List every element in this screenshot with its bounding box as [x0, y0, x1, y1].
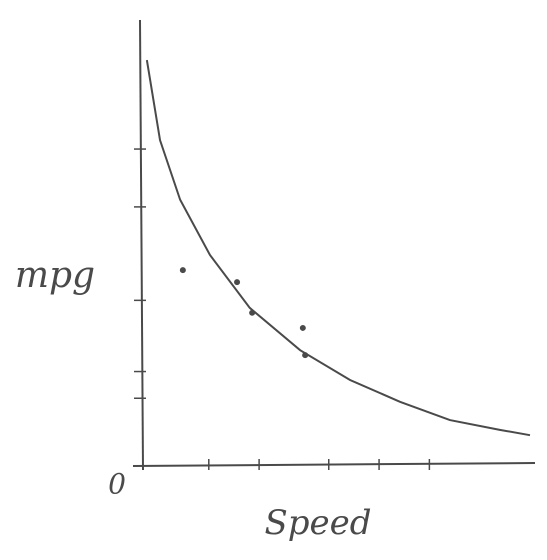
- data-point: [234, 279, 241, 286]
- y-axis: [139, 19, 144, 471]
- fit-curve: [145, 59, 531, 437]
- x-axis: [132, 462, 536, 467]
- origin-label: 0: [108, 468, 126, 501]
- data-point: [179, 267, 186, 274]
- y-axis-label: mpg: [15, 255, 95, 296]
- data-point: [299, 324, 306, 331]
- x-axis-label: Speed: [264, 503, 371, 543]
